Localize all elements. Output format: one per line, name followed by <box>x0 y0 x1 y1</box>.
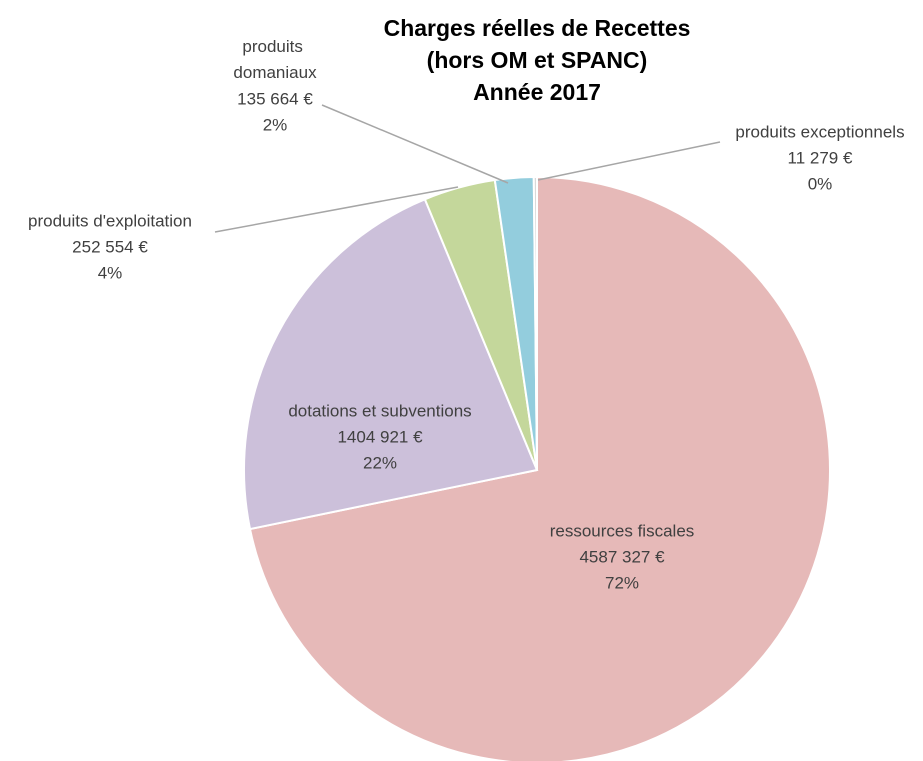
slice-label-line: produits <box>242 37 307 56</box>
slice-percent-label: 0% <box>808 174 833 193</box>
pie-slice <box>532 175 538 471</box>
slice-value-label: 135 664 € <box>237 89 313 108</box>
chart-title: Année 2017 <box>473 79 601 105</box>
chart-title: (hors OM et SPANC) <box>427 47 648 73</box>
slice-percent-label: 22% <box>363 453 397 472</box>
slice-label-line: domaniaux <box>233 63 317 82</box>
slice-label-name: produits d'exploitation <box>28 211 192 230</box>
pie-slice <box>243 197 539 531</box>
slice-label-name: dotations et subventions <box>288 401 471 420</box>
leader-line <box>537 141 721 181</box>
slice-percent-label: 72% <box>605 573 639 592</box>
slice-value-label: 11 279 € <box>788 148 853 167</box>
chart-title: Charges réelles de Recettes <box>384 15 691 41</box>
slice-value-label: 252 554 € <box>72 237 148 256</box>
slice-label-name: produits exceptionnels <box>735 122 904 141</box>
leader-line <box>214 186 459 233</box>
slice-label-name: ressources fiscales <box>550 521 695 540</box>
slice-percent-label: 4% <box>98 263 123 282</box>
slice-percent-label: 2% <box>263 115 288 134</box>
slice-value-label: 1404 921 € <box>337 427 423 446</box>
pie-slice <box>248 175 831 761</box>
slice-label-name: produits domaniaux <box>233 37 317 82</box>
leader-line <box>321 104 509 184</box>
slice-value-label: 4587 327 € <box>579 547 665 566</box>
